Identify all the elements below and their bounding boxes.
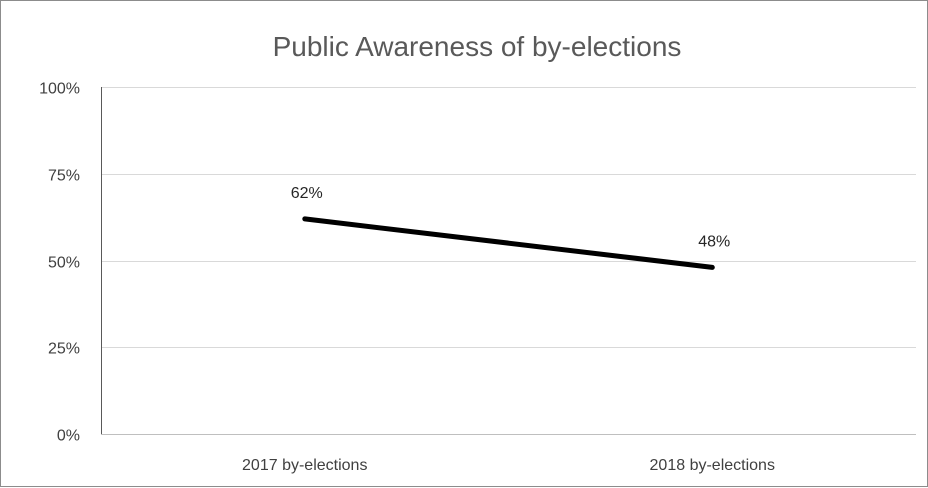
y-tick-label: 50%: [48, 255, 80, 272]
data-label: 48%: [698, 233, 730, 250]
data-labels: 62% 48%: [291, 185, 731, 251]
data-label: 62%: [291, 185, 323, 202]
series-group: [302, 216, 715, 270]
axes: [101, 87, 916, 435]
y-tick-label: 100%: [39, 81, 80, 98]
series-line: [302, 216, 715, 270]
x-axis-tick-labels: 2017 by-elections 2018 by-elections: [242, 457, 775, 474]
y-axis-tick-labels: 0% 25% 50% 75% 100%: [39, 81, 80, 445]
gridlines: [101, 87, 916, 348]
chart-title: Public Awareness of by-elections: [273, 31, 682, 62]
y-tick-label: 25%: [48, 341, 80, 358]
y-tick-label: 75%: [48, 168, 80, 185]
x-tick-label: 2018 by-elections: [650, 457, 775, 474]
x-tick-label: 2017 by-elections: [242, 457, 367, 474]
y-tick-label: 0%: [57, 428, 80, 445]
